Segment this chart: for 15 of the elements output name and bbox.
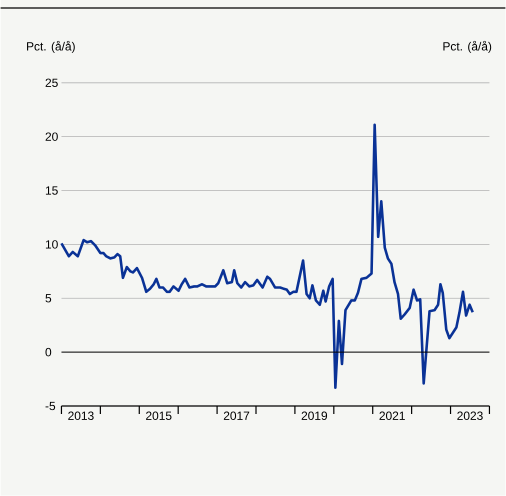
y-axis-title: Pct. (å/å) <box>27 40 75 54</box>
y-tick-label: 10 <box>46 240 58 249</box>
y-tick-label: 0 <box>45 348 52 356</box>
x-tick-label: 2023 <box>457 412 483 420</box>
y-tick-label: 20 <box>46 132 58 141</box>
y-tick-label: -5 <box>46 402 56 410</box>
x-tick-label: 2019 <box>302 412 328 420</box>
x-tick-label: 2015 <box>146 412 172 420</box>
x-tick-label: 2021 <box>380 412 405 420</box>
y-tick-label: 25 <box>46 78 58 88</box>
x-tick-label: 2013 <box>68 412 94 420</box>
y2-axis-title: Pct. (å/å) <box>443 40 492 54</box>
y-tick-label: 5 <box>46 294 52 303</box>
y-tick-label: 15 <box>46 186 58 195</box>
x-tick-label: 2017 <box>224 412 250 420</box>
